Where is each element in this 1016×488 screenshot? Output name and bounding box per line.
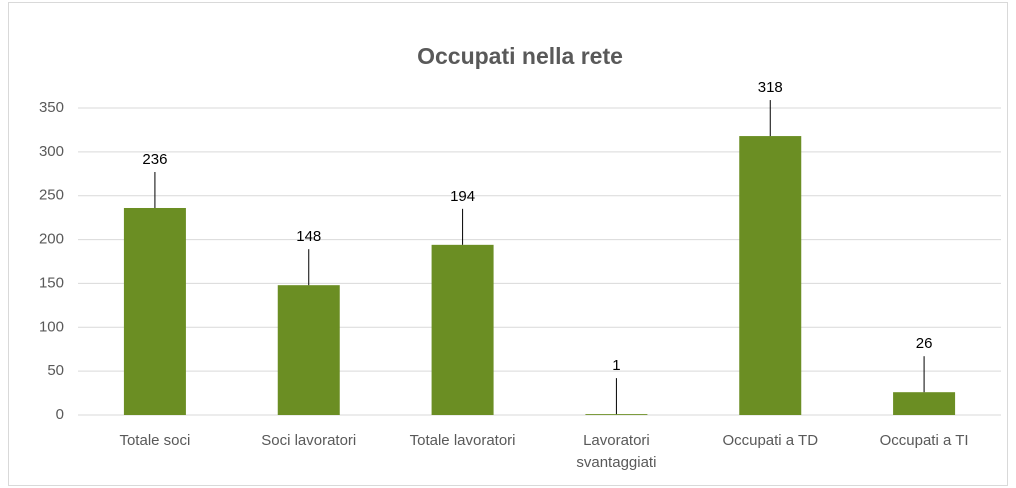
y-tick-label: 200	[39, 231, 64, 248]
x-tick-label: Totale lavoratori	[410, 432, 516, 449]
y-tick-label: 100	[39, 318, 64, 335]
y-tick-label: 350	[39, 99, 64, 116]
chart-title: Occupati nella rete	[417, 43, 623, 69]
x-tick-label: Lavoratori svantaggiati	[576, 432, 656, 471]
data-label: 26	[916, 335, 933, 352]
bar	[585, 414, 648, 415]
y-tick-label: 250	[39, 187, 64, 204]
y-tick-label: 50	[47, 362, 64, 379]
x-tick-label: Soci lavoratori	[261, 432, 356, 449]
bar	[893, 392, 956, 415]
x-tick-label: Totale soci	[119, 432, 190, 449]
y-tick-label: 150	[39, 274, 64, 291]
bar	[431, 244, 494, 415]
data-label: 194	[450, 188, 475, 205]
data-label: 1	[612, 357, 620, 374]
data-label: 236	[142, 151, 167, 168]
bar	[277, 285, 340, 415]
x-tick-label: Occupati a TI	[880, 432, 969, 449]
data-label: 318	[758, 79, 783, 96]
bar	[739, 136, 802, 415]
bar	[123, 207, 186, 415]
x-tick-label: Occupati a TD	[722, 432, 818, 449]
y-tick-label: 0	[56, 406, 64, 423]
y-tick-label: 300	[39, 143, 64, 160]
data-label: 148	[296, 228, 321, 245]
